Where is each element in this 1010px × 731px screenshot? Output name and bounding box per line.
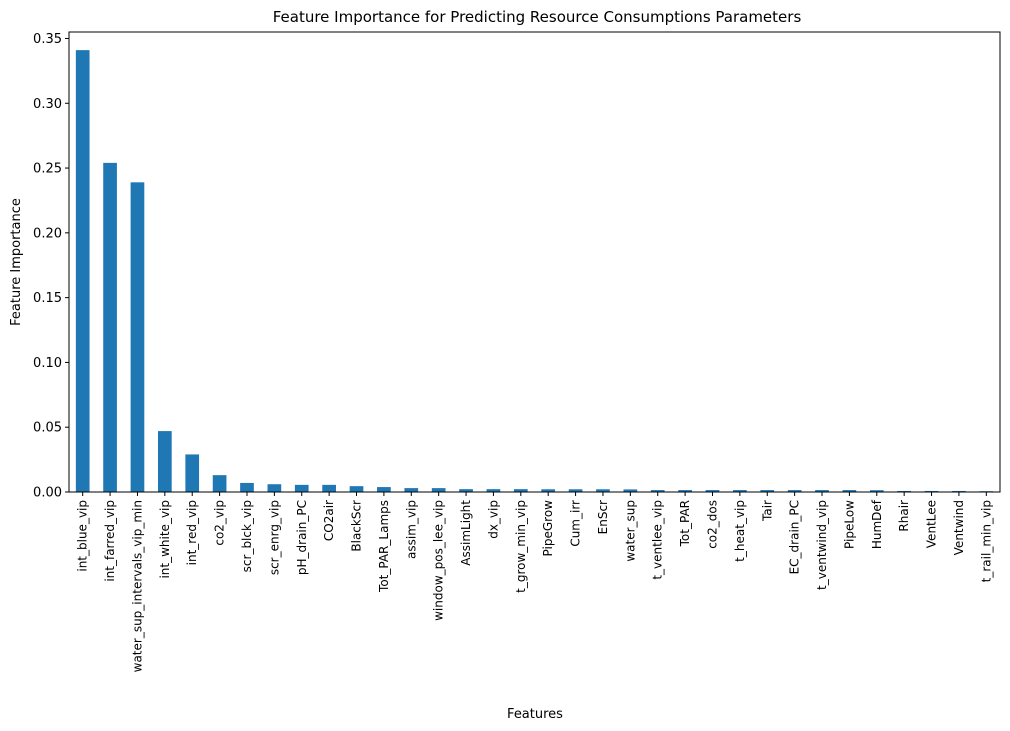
bar	[541, 489, 556, 492]
y-tick-label: 0.20	[33, 226, 62, 241]
bar	[760, 490, 775, 492]
x-tick-label: Ventwind	[952, 500, 966, 555]
y-tick-label: 0.30	[33, 97, 62, 112]
x-tick-label: window_pos_lee_vip	[432, 500, 446, 621]
bar	[322, 484, 336, 492]
x-tick-label: CO2air	[322, 500, 336, 541]
bar	[678, 490, 692, 492]
bar	[869, 490, 884, 492]
bar	[596, 489, 610, 492]
x-tick-label: dx_vip	[486, 500, 500, 539]
x-tick-label: t_heat_vip	[733, 500, 747, 562]
x-tick-label: scr_enrg_vip	[267, 500, 281, 575]
bar	[185, 454, 200, 492]
x-tick-label: t_ventwind_vip	[815, 500, 829, 590]
bars-layer	[75, 50, 994, 493]
bar	[103, 162, 117, 493]
x-tick-label: Rhair	[897, 500, 911, 532]
x-tick-label: assim_vip	[404, 500, 418, 559]
x-tick-label: t_grow_min_vip	[514, 500, 528, 593]
bar	[404, 488, 419, 492]
x-tick-label: AssimLight	[459, 500, 473, 566]
y-tick-label: 0.15	[33, 291, 62, 306]
bar	[650, 490, 665, 492]
y-axis-label: Feature Importance	[9, 198, 24, 326]
bar	[513, 489, 528, 492]
chart-title: Feature Importance for Predicting Resour…	[273, 8, 802, 26]
y-tick-label: 0.05	[33, 421, 62, 436]
x-tick-label: VentLee	[925, 500, 939, 548]
bar	[75, 50, 90, 493]
x-tick-label: int_red_vip	[185, 500, 199, 565]
bar	[924, 490, 939, 492]
bar	[157, 431, 172, 492]
x-tick-label: pH_drain_PC	[295, 500, 309, 575]
x-tick-label: BlackScr	[350, 500, 364, 552]
x-axis-ticks: int_blue_vip int_farred_vip water_sup_inte…	[76, 492, 993, 672]
x-tick-label: water_sup	[623, 500, 637, 562]
x-tick-label: EnScr	[596, 500, 610, 534]
x-tick-label: water_sup_intervals_vip_min	[130, 500, 144, 672]
y-tick-label: 0.00	[33, 486, 62, 501]
y-tick-label: 0.25	[33, 162, 62, 177]
x-tick-label: Cum_irr	[569, 500, 583, 547]
x-tick-label: t_ventlee_vip	[651, 500, 665, 580]
bar	[733, 490, 747, 492]
x-tick-label: PipeGrow	[541, 500, 555, 557]
x-tick-label: EC_drain_PC	[788, 500, 802, 574]
bar	[952, 490, 966, 492]
x-tick-label: int_white_vip	[158, 500, 172, 579]
bar	[568, 489, 583, 492]
x-tick-label: int_farred_vip	[103, 500, 117, 582]
x-axis-label: Features	[507, 707, 563, 722]
bar	[431, 488, 446, 492]
x-tick-label: int_blue_vip	[76, 500, 90, 572]
x-tick-label: PipeLow	[842, 500, 856, 549]
bar	[787, 490, 802, 492]
x-tick-label: Tot_PAR_Lamps	[377, 500, 391, 593]
bar	[459, 489, 473, 492]
bar	[130, 182, 145, 492]
bar	[267, 484, 282, 492]
bar	[240, 482, 254, 492]
x-tick-label: HumDef	[870, 499, 884, 549]
y-tick-label: 0.35	[33, 32, 62, 47]
x-tick-label: Tair	[760, 500, 774, 522]
y-axis-ticks: 0.00 0.05 0.10 0.15 0.20 0.25 0.30 0.35	[33, 32, 69, 501]
x-tick-label: co2_dos	[705, 500, 719, 549]
plot-frame	[68, 31, 1001, 493]
bar	[486, 489, 501, 492]
x-tick-label: co2_vip	[213, 500, 227, 546]
bar	[212, 475, 227, 492]
y-tick-label: 0.10	[33, 356, 62, 371]
bar	[294, 484, 309, 492]
x-tick-label: Tot_PAR	[678, 500, 692, 547]
bar	[705, 490, 720, 492]
bar	[842, 490, 857, 492]
bar	[815, 490, 829, 492]
x-tick-label: t_rail_min_vip	[979, 500, 993, 582]
bar	[897, 490, 912, 492]
bar	[623, 489, 638, 492]
bar	[377, 487, 391, 492]
x-tick-label: scr_blck_vip	[240, 500, 254, 572]
bar	[349, 486, 364, 492]
